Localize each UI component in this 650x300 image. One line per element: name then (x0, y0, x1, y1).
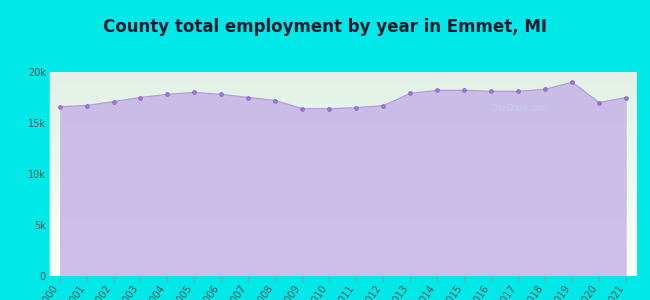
Text: CityData.com: CityData.com (490, 104, 551, 113)
Text: County total employment by year in Emmet, MI: County total employment by year in Emmet… (103, 18, 547, 36)
